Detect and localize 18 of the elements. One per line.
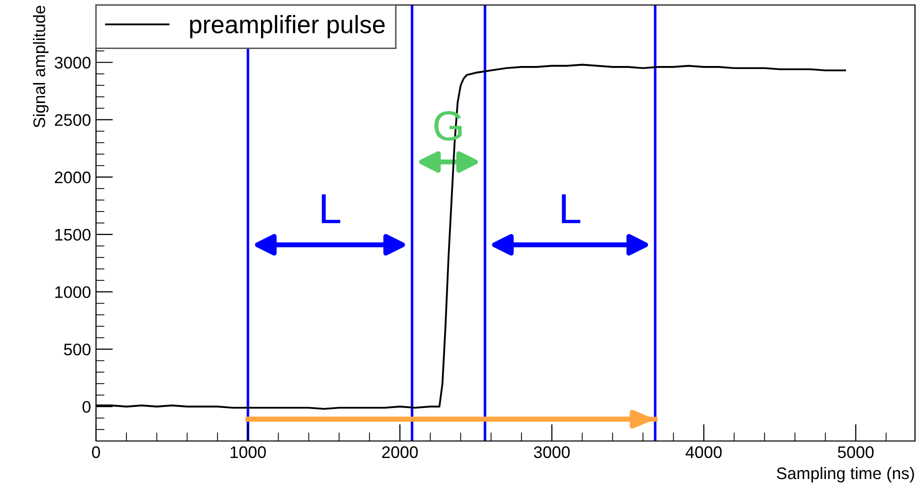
x-tick-label: 0 <box>92 446 100 458</box>
y-tick-label: 500 <box>64 344 90 356</box>
x-tick-label: 5000 <box>838 446 874 458</box>
x-tick-label: 2000 <box>382 446 418 458</box>
y-tick-label: 3000 <box>54 56 90 69</box>
y-tick-label: 0 <box>82 400 90 413</box>
y-axis-title: Signal amplitude <box>32 6 49 128</box>
x-tick-label: 3000 <box>534 446 570 458</box>
y-tick-label: 1000 <box>55 286 90 298</box>
legend-label: preamplifier pulse <box>190 15 385 38</box>
annotation: L <box>322 194 340 224</box>
x-tick-label: 1000 <box>230 446 266 458</box>
x-axis-title: Sampling time (ns) <box>776 466 914 482</box>
annotation: L <box>562 194 580 224</box>
x-tick-label: 4000 <box>686 446 722 458</box>
y-tick-label: 2000 <box>54 172 90 184</box>
y-tick-label: 1500 <box>55 228 90 241</box>
y-tick-label: 2500 <box>54 114 90 126</box>
